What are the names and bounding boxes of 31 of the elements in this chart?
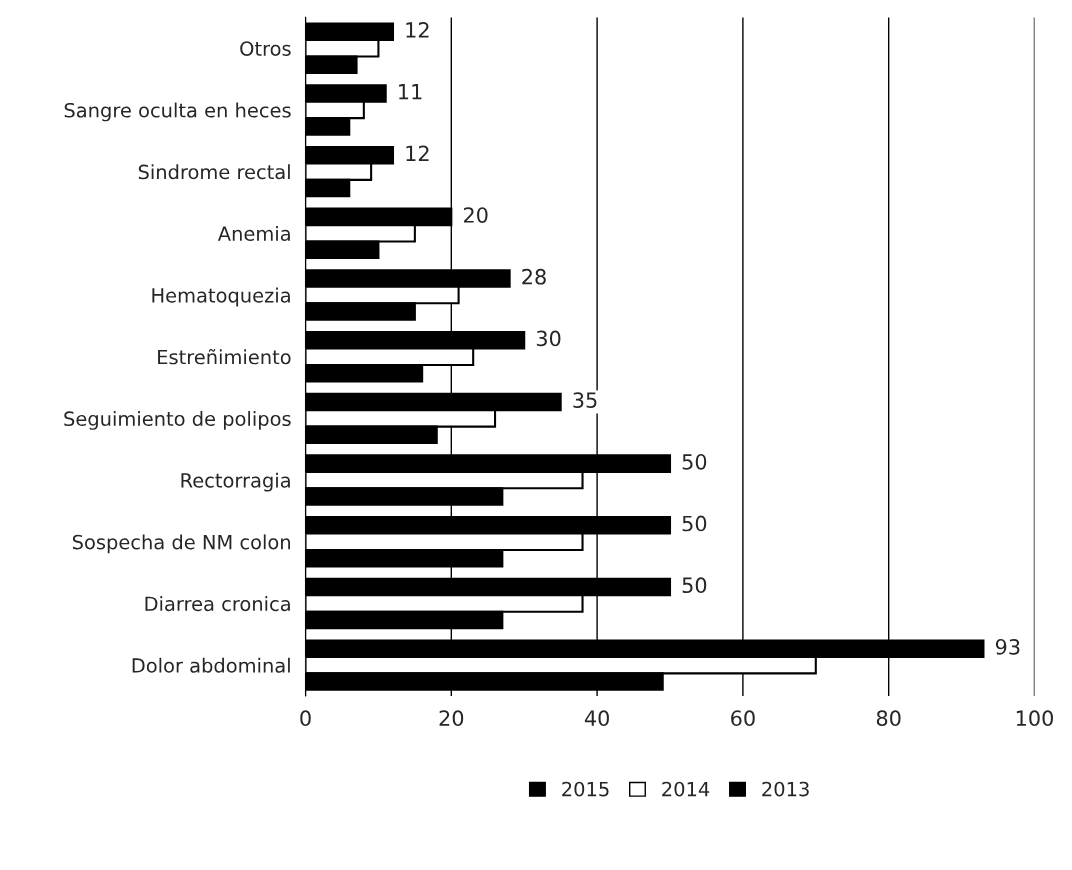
- data-label: 35: [573, 392, 597, 408]
- y-tick-label: Estreñimiento: [158, 348, 291, 365]
- data-label: 30: [536, 330, 561, 347]
- data-label: 50: [682, 577, 707, 594]
- legend-label: 2014: [662, 781, 710, 797]
- data-label: 12: [406, 145, 429, 161]
- data-label: 12: [406, 22, 429, 38]
- y-tick-label: Sangre oculta en heces: [64, 102, 291, 122]
- y-tick-label: Seguimiento de polipos: [64, 411, 291, 430]
- x-tick-label: 80: [876, 710, 901, 727]
- data-label: 50: [682, 515, 707, 532]
- y-tick-label: Sindrome rectal: [138, 164, 290, 180]
- y-tick-label: Hematoquezia: [152, 287, 290, 307]
- data-label: 28: [522, 268, 546, 285]
- x-tick-label: 20: [439, 710, 464, 727]
- data-label: 11: [399, 84, 422, 100]
- y-tick-label: Anemia: [217, 225, 290, 241]
- data-label: 50: [682, 453, 707, 470]
- x-tick-label: 60: [731, 710, 755, 727]
- x-tick-label: 100: [1016, 710, 1053, 727]
- y-tick-label: Dolor abdominal: [132, 657, 290, 673]
- x-tick-label: 40: [584, 710, 609, 727]
- y-tick-label: Diarrea cronica: [145, 596, 290, 612]
- y-tick-label: Sospecha de NM colon: [72, 534, 290, 554]
- y-tick-label: Otros: [240, 41, 291, 56]
- data-label: 93: [995, 638, 1020, 655]
- legend-label: 2015: [562, 781, 609, 797]
- data-label: 20: [463, 207, 488, 223]
- x-tick-label: 0: [300, 710, 311, 727]
- legend-label: 2013: [762, 781, 809, 797]
- y-tick-label: Rectorragia: [181, 472, 290, 492]
